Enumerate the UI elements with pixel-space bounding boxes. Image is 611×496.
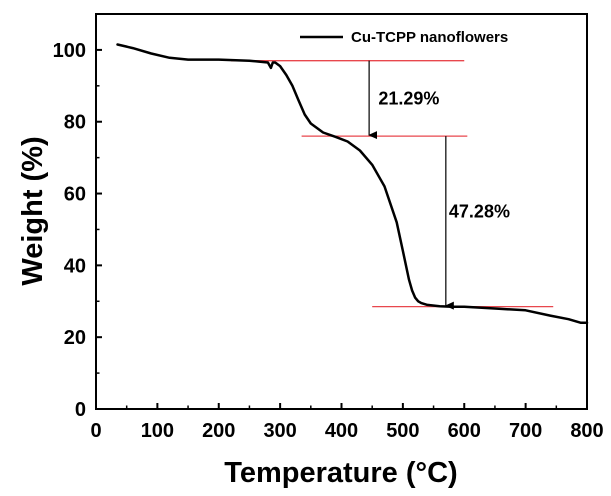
y-tick-label: 80 bbox=[64, 112, 86, 134]
y-tick-label: 0 bbox=[75, 399, 86, 421]
x-tick-label: 500 bbox=[386, 420, 419, 442]
annotation-second-loss: 47.28% bbox=[449, 202, 510, 222]
annotation-first-loss: 21.29% bbox=[378, 88, 439, 108]
x-tick-label: 200 bbox=[202, 420, 235, 442]
x-tick-label: 700 bbox=[509, 420, 542, 442]
legend: Cu-TCPP nanoflowers bbox=[300, 29, 508, 46]
x-tick-label: 0 bbox=[90, 420, 101, 442]
y-tick-label: 20 bbox=[64, 327, 86, 349]
plot-frame bbox=[95, 13, 588, 410]
y-axis-title: Weight (%) bbox=[17, 136, 49, 285]
x-axis-title: Temperature (°C) bbox=[224, 457, 457, 489]
x-tick-label: 400 bbox=[325, 420, 358, 442]
x-tick-label: 300 bbox=[263, 420, 296, 442]
series-line-1 bbox=[116, 43, 589, 325]
y-tick-label: 60 bbox=[64, 184, 86, 206]
y-tick-label: 40 bbox=[64, 255, 86, 277]
legend-label: Cu-TCPP nanoflowers bbox=[351, 29, 508, 46]
x-tick-label: 600 bbox=[448, 420, 481, 442]
x-tick-label: 800 bbox=[570, 420, 603, 442]
x-tick-label: 100 bbox=[141, 420, 174, 442]
y-tick-label: 100 bbox=[53, 40, 86, 62]
